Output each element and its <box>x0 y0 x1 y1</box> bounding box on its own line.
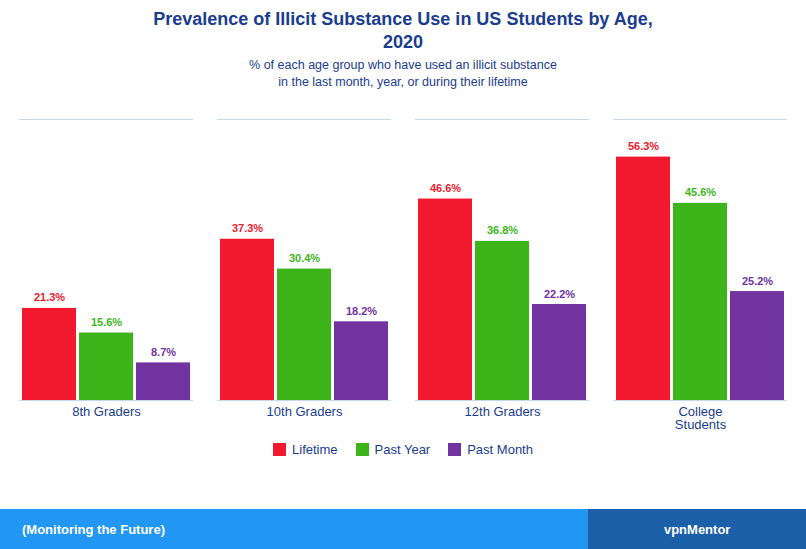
svg-text:CollegeStudents: CollegeStudents <box>675 403 727 431</box>
svg-text:10th Graders: 10th Graders <box>267 403 343 418</box>
svg-text:12th Graders: 12th Graders <box>465 403 541 418</box>
html-text:Lifetime: Lifetime <box>292 441 338 457</box>
svg-text:22.2%: 22.2% <box>544 287 575 299</box>
svg-text:18.2%: 18.2% <box>346 305 377 317</box>
html-text:vpnMentor: vpnMentor <box>664 521 731 537</box>
html-text:Past Month: Past Month <box>467 441 533 457</box>
svg-text:15.6%: 15.6% <box>91 316 122 328</box>
svg-text:25.2%: 25.2% <box>742 274 773 286</box>
svg-text:30.4%: 30.4% <box>289 252 320 264</box>
svg-text:8.7%: 8.7% <box>151 346 176 358</box>
svg-text:46.6%: 46.6% <box>430 182 461 194</box>
svg-text:37.3%: 37.3% <box>232 222 263 234</box>
svg-text:21.3%: 21.3% <box>34 291 65 303</box>
html-text:Past Year: Past Year <box>374 441 431 457</box>
svg-text:56.3%: 56.3% <box>628 140 659 152</box>
html-text:% of each age group who have u: % of each age group who have used an ill… <box>249 58 557 89</box>
html-text:Prevalence of Illicit Substanc: Prevalence of Illicit Substance Use in U… <box>153 9 653 52</box>
svg-text:36.8%: 36.8% <box>487 224 518 236</box>
html-text:(Monitoring the Future): (Monitoring the Future) <box>22 521 165 537</box>
svg-text:45.6%: 45.6% <box>685 186 716 198</box>
svg-text:8th Graders: 8th Graders <box>72 403 141 418</box>
